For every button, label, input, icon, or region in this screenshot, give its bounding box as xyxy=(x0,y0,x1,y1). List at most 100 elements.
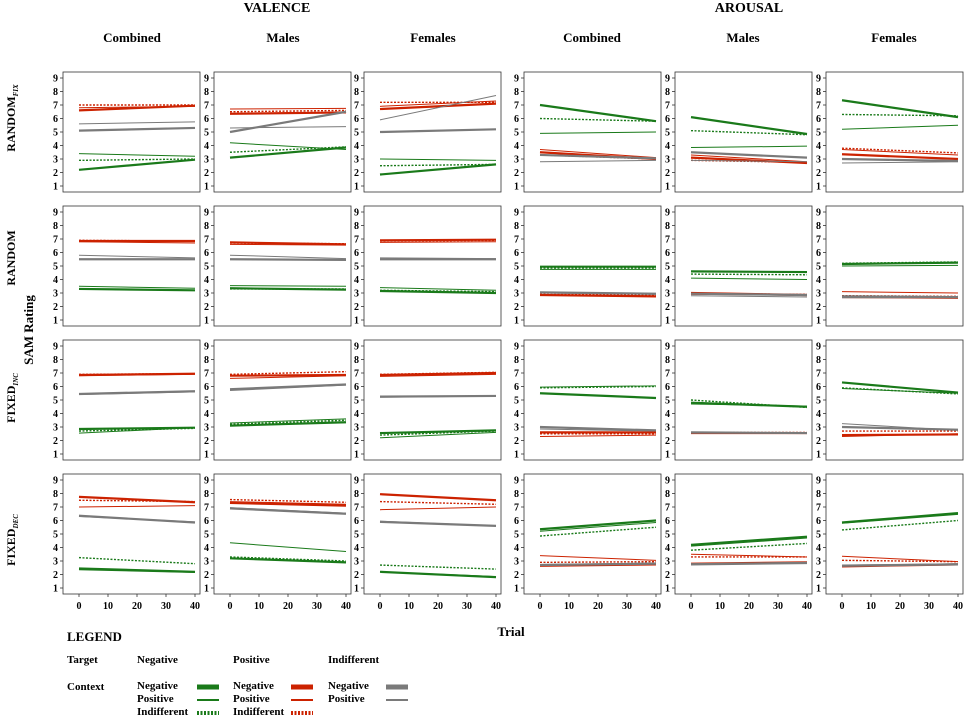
y-tick-label: 4 xyxy=(354,275,359,286)
x-tick-label: 30 xyxy=(622,601,632,612)
col-header-valence-combined: Combined xyxy=(103,30,162,45)
y-tick-label: 6 xyxy=(354,114,359,125)
y-tick-label: 1 xyxy=(514,584,519,595)
y-tick-label: 2 xyxy=(816,436,821,447)
series-line-negind xyxy=(379,564,497,570)
series-line-negneg xyxy=(690,116,808,136)
y-tick-label: 5 xyxy=(514,128,519,139)
panel-r3-c5: 1 2 3 4 5 6 7 8 9 0 10 20 30 40 xyxy=(816,473,964,612)
y-tick-label: 8 xyxy=(354,87,359,98)
y-tick-label: 8 xyxy=(665,87,670,98)
series-line-indpos xyxy=(229,254,347,260)
y-tick-label: 2 xyxy=(665,168,670,179)
y-tick-label: 6 xyxy=(204,114,209,125)
y-tick-label: 2 xyxy=(816,302,821,313)
row-label-random-fix-main: RANDOM xyxy=(4,96,18,151)
y-tick-label: 8 xyxy=(53,87,58,98)
series-line-pospos xyxy=(229,107,347,110)
y-tick-label: 6 xyxy=(665,248,670,259)
y-tick-label: 1 xyxy=(354,182,359,193)
y-tick-label: 7 xyxy=(354,235,359,246)
series-line-pospos xyxy=(841,555,959,563)
y-tick-label: 1 xyxy=(665,316,670,327)
series-line-indneg xyxy=(690,292,808,297)
x-tick-label: 40 xyxy=(953,601,963,612)
x-tick-label: 10 xyxy=(715,601,725,612)
x-tick-label: 30 xyxy=(773,601,783,612)
y-tick-label: 3 xyxy=(816,557,821,568)
legend-target-label: Target xyxy=(67,654,98,666)
panel-r1-c2: 1 2 3 4 5 6 7 8 9 xyxy=(354,205,502,327)
series-line-posind xyxy=(229,498,347,503)
series-line-negpos xyxy=(78,285,196,289)
y-tick-label: 4 xyxy=(816,543,821,554)
panel-r2-c3: 1 2 3 4 5 6 7 8 9 xyxy=(514,339,662,461)
series-line-negpos xyxy=(78,427,196,434)
x-tick-label: 20 xyxy=(433,601,443,612)
y-tick-label: 1 xyxy=(204,584,209,595)
series-line-indneg xyxy=(78,390,196,396)
series-line-negneg xyxy=(78,158,196,171)
x-tick-label: 0 xyxy=(689,601,694,612)
series-line-pospos xyxy=(229,501,347,505)
panel-frame xyxy=(674,205,813,327)
y-tick-label: 8 xyxy=(816,355,821,366)
y-tick-label: 8 xyxy=(514,489,519,500)
series-line-indneg xyxy=(539,291,657,295)
y-tick-label: 5 xyxy=(665,396,670,407)
y-tick-label: 7 xyxy=(514,503,519,514)
x-tick-label: 0 xyxy=(840,601,845,612)
panel-r0-c1: 1 2 3 4 5 6 7 8 9 xyxy=(204,71,352,193)
y-tick-label: 6 xyxy=(354,516,359,527)
y-tick-label: 8 xyxy=(514,87,519,98)
series-line-posneg xyxy=(539,293,657,298)
row-label-fixed-inc-main: FIXED xyxy=(4,385,18,423)
series-line-indpos xyxy=(539,159,657,163)
series-line-negpos xyxy=(841,124,959,130)
series-line-indneg xyxy=(78,126,196,132)
y-tick-label: 3 xyxy=(354,423,359,434)
y-tick-label: 8 xyxy=(514,355,519,366)
series-line-indpos xyxy=(229,126,347,129)
series-line-pospos xyxy=(539,149,657,159)
panel-r3-c0: 1 2 3 4 5 6 7 8 9 0 10 20 30 40 xyxy=(53,473,201,612)
y-tick-label: 1 xyxy=(53,584,58,595)
series-line-posneg xyxy=(379,102,497,111)
panel-frame xyxy=(523,339,662,461)
y-tick-label: 9 xyxy=(665,342,670,353)
series-line-indneg xyxy=(690,151,808,159)
series-line-pospos xyxy=(379,506,497,511)
x-tick-label: 0 xyxy=(77,601,82,612)
series-line-negind xyxy=(78,158,196,162)
y-tick-label: 4 xyxy=(816,141,821,152)
y-tick-label: 6 xyxy=(204,248,209,259)
y-tick-label: 1 xyxy=(665,182,670,193)
y-tick-label: 5 xyxy=(514,396,519,407)
series-line-indneg xyxy=(379,128,497,134)
y-tick-label: 4 xyxy=(204,141,209,152)
y-tick-label: 2 xyxy=(665,570,670,581)
y-tick-label: 3 xyxy=(665,557,670,568)
series-line-negneg xyxy=(539,392,657,400)
x-tick-label: 20 xyxy=(283,601,293,612)
series-line-indpos xyxy=(841,161,959,164)
y-tick-label: 2 xyxy=(354,302,359,313)
row-label-fixed-inc-sub: INC xyxy=(12,373,20,387)
y-tick-label: 5 xyxy=(354,128,359,139)
y-tick-label: 2 xyxy=(354,570,359,581)
y-tick-label: 4 xyxy=(514,275,519,286)
y-tick-label: 3 xyxy=(53,289,58,300)
y-tick-label: 5 xyxy=(816,262,821,273)
series-line-negneg xyxy=(379,163,497,176)
y-tick-label: 6 xyxy=(354,248,359,259)
legend: LEGEND Target Context Negative Positive … xyxy=(67,629,408,718)
series-line-indpos xyxy=(379,520,497,527)
series-line-pospos xyxy=(841,433,959,437)
panel-r1-c4: 1 2 3 4 5 6 7 8 9 xyxy=(665,205,813,327)
series-line-indpos xyxy=(539,428,657,432)
y-tick-label: 6 xyxy=(514,382,519,393)
y-tick-label: 6 xyxy=(816,382,821,393)
series-line-indneg xyxy=(229,507,347,515)
y-tick-label: 3 xyxy=(665,289,670,300)
y-tick-label: 2 xyxy=(514,436,519,447)
